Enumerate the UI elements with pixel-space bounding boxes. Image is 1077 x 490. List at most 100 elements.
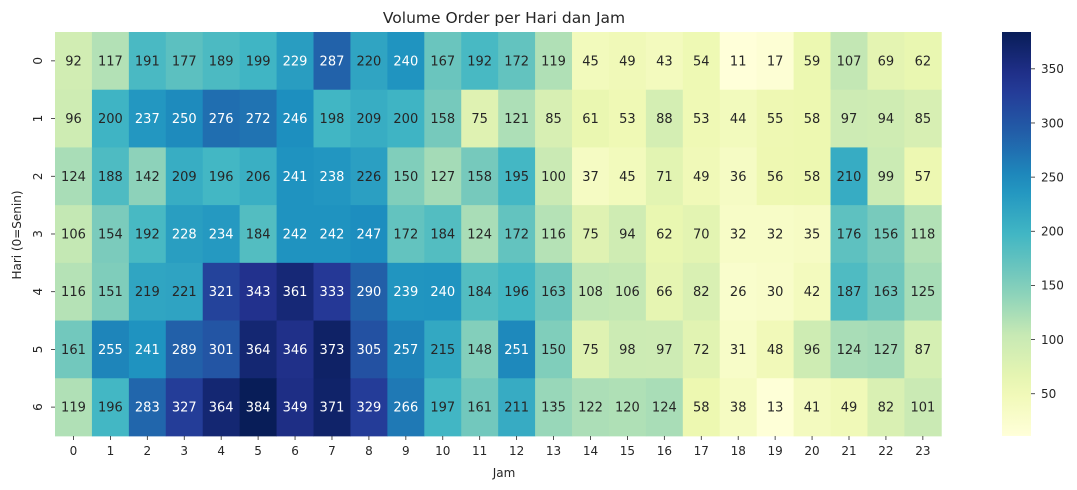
heatmap-cell bbox=[424, 147, 462, 206]
heatmap-cell bbox=[867, 147, 905, 206]
cell-value-label: 154 bbox=[98, 227, 123, 242]
heatmap-cell bbox=[91, 147, 130, 206]
heatmap-cell bbox=[645, 32, 684, 91]
heatmap-cell bbox=[904, 147, 942, 206]
cell-value-label: 361 bbox=[283, 285, 308, 300]
colorbar-tick-label: 350 bbox=[1041, 62, 1064, 76]
cell-value-label: 26 bbox=[730, 285, 747, 300]
heatmap-cell bbox=[424, 32, 462, 91]
heatmap-cell bbox=[461, 262, 499, 321]
heatmap-cell bbox=[55, 205, 93, 264]
heatmap-cell bbox=[572, 320, 610, 379]
heatmap-cell bbox=[276, 262, 314, 321]
heatmap-cell bbox=[165, 205, 204, 264]
heatmap-cell bbox=[756, 89, 794, 148]
cell-value-label: 184 bbox=[430, 227, 455, 242]
heatmap-cell bbox=[608, 262, 647, 321]
heatmap-cells: 92 117 191 177 189 199 229 287 220 240 167 192 172 11… bbox=[55, 32, 942, 437]
heatmap-cell bbox=[867, 262, 905, 321]
colorbar: 50 100 150 200 250 300 350 bbox=[1002, 32, 1064, 436]
cell-value-label: 197 bbox=[430, 401, 455, 416]
cell-value-label: 373 bbox=[320, 343, 345, 358]
cell-value-label: 124 bbox=[837, 343, 862, 358]
cell-value-label: 106 bbox=[61, 227, 86, 242]
heatmap-cell bbox=[128, 147, 167, 206]
y-tick-label: 6 bbox=[31, 403, 45, 411]
cell-value-label: 49 bbox=[841, 401, 858, 416]
heatmap-cell bbox=[498, 205, 536, 264]
colorbar-tick-label: 50 bbox=[1041, 387, 1056, 401]
cell-value-label: 242 bbox=[283, 227, 308, 242]
cell-value-label: 66 bbox=[656, 285, 673, 300]
cell-value-label: 101 bbox=[910, 401, 935, 416]
cell-value-label: 54 bbox=[693, 54, 710, 69]
heatmap-cell bbox=[55, 262, 93, 321]
cell-value-label: 42 bbox=[804, 285, 821, 300]
cell-value-label: 177 bbox=[172, 54, 197, 69]
heatmap-cell bbox=[682, 89, 721, 148]
cell-value-label: 53 bbox=[693, 112, 710, 127]
heatmap-cell bbox=[276, 147, 314, 206]
heatmap-cell bbox=[830, 262, 868, 321]
heatmap-cell bbox=[719, 32, 758, 91]
cell-value-label: 257 bbox=[393, 343, 418, 358]
cell-value-label: 172 bbox=[504, 227, 529, 242]
cell-value-label: 305 bbox=[356, 343, 381, 358]
heatmap-cell bbox=[793, 320, 831, 379]
cell-value-label: 117 bbox=[98, 54, 123, 69]
cell-value-label: 82 bbox=[693, 285, 710, 300]
heatmap-cell bbox=[202, 89, 241, 148]
cell-value-label: 116 bbox=[61, 285, 86, 300]
heatmap-cell bbox=[276, 378, 314, 437]
cell-value-label: 58 bbox=[804, 170, 821, 185]
heatmap-cell bbox=[165, 89, 204, 148]
cell-value-label: 156 bbox=[874, 227, 899, 242]
x-tick-label: 9 bbox=[402, 444, 410, 458]
x-tick-label: 21 bbox=[841, 444, 856, 458]
heatmap-cell bbox=[128, 378, 167, 437]
cell-value-label: 17 bbox=[767, 54, 784, 69]
colorbar-tick-label: 150 bbox=[1041, 279, 1064, 293]
cell-value-label: 75 bbox=[582, 343, 599, 358]
heatmap-cell bbox=[202, 262, 241, 321]
cell-value-label: 49 bbox=[619, 54, 636, 69]
heatmap-cell bbox=[128, 205, 167, 264]
cell-value-label: 119 bbox=[61, 401, 86, 416]
heatmap-cell bbox=[461, 205, 499, 264]
cell-value-label: 200 bbox=[393, 112, 418, 127]
colorbar-tick-label: 300 bbox=[1041, 116, 1064, 130]
cell-value-label: 241 bbox=[135, 343, 160, 358]
heatmap-cell bbox=[276, 320, 314, 379]
heatmap-cell bbox=[387, 32, 425, 91]
heatmap-cell bbox=[756, 147, 794, 206]
cell-value-label: 255 bbox=[98, 343, 123, 358]
heatmap-cell bbox=[830, 378, 868, 437]
cell-value-label: 45 bbox=[619, 170, 636, 185]
heatmap-cell bbox=[239, 378, 277, 437]
heatmap-cell bbox=[498, 378, 536, 437]
heatmap-cell bbox=[202, 32, 241, 91]
heatmap-cell bbox=[645, 147, 684, 206]
cell-value-label: 184 bbox=[467, 285, 492, 300]
heatmap-cell bbox=[719, 205, 758, 264]
cell-value-label: 283 bbox=[135, 401, 160, 416]
heatmap-cell bbox=[276, 32, 314, 91]
heatmap-cell bbox=[572, 32, 610, 91]
x-tick-label: 6 bbox=[291, 444, 299, 458]
cell-value-label: 151 bbox=[98, 285, 123, 300]
heatmap-cell bbox=[535, 89, 573, 148]
cell-value-label: 94 bbox=[619, 227, 636, 242]
heatmap-cell bbox=[55, 378, 93, 437]
heatmap-cell bbox=[535, 320, 573, 379]
heatmap-cell bbox=[498, 89, 536, 148]
cell-value-label: 163 bbox=[541, 285, 566, 300]
cell-value-label: 228 bbox=[172, 227, 197, 242]
heatmap-cell bbox=[645, 378, 684, 437]
cell-value-label: 239 bbox=[393, 285, 418, 300]
heatmap-cell bbox=[756, 320, 794, 379]
cell-value-label: 192 bbox=[467, 54, 492, 69]
x-tick-label: 22 bbox=[878, 444, 893, 458]
cell-value-label: 226 bbox=[356, 170, 381, 185]
heatmap-cell bbox=[313, 205, 351, 264]
heatmap-cell bbox=[756, 32, 794, 91]
